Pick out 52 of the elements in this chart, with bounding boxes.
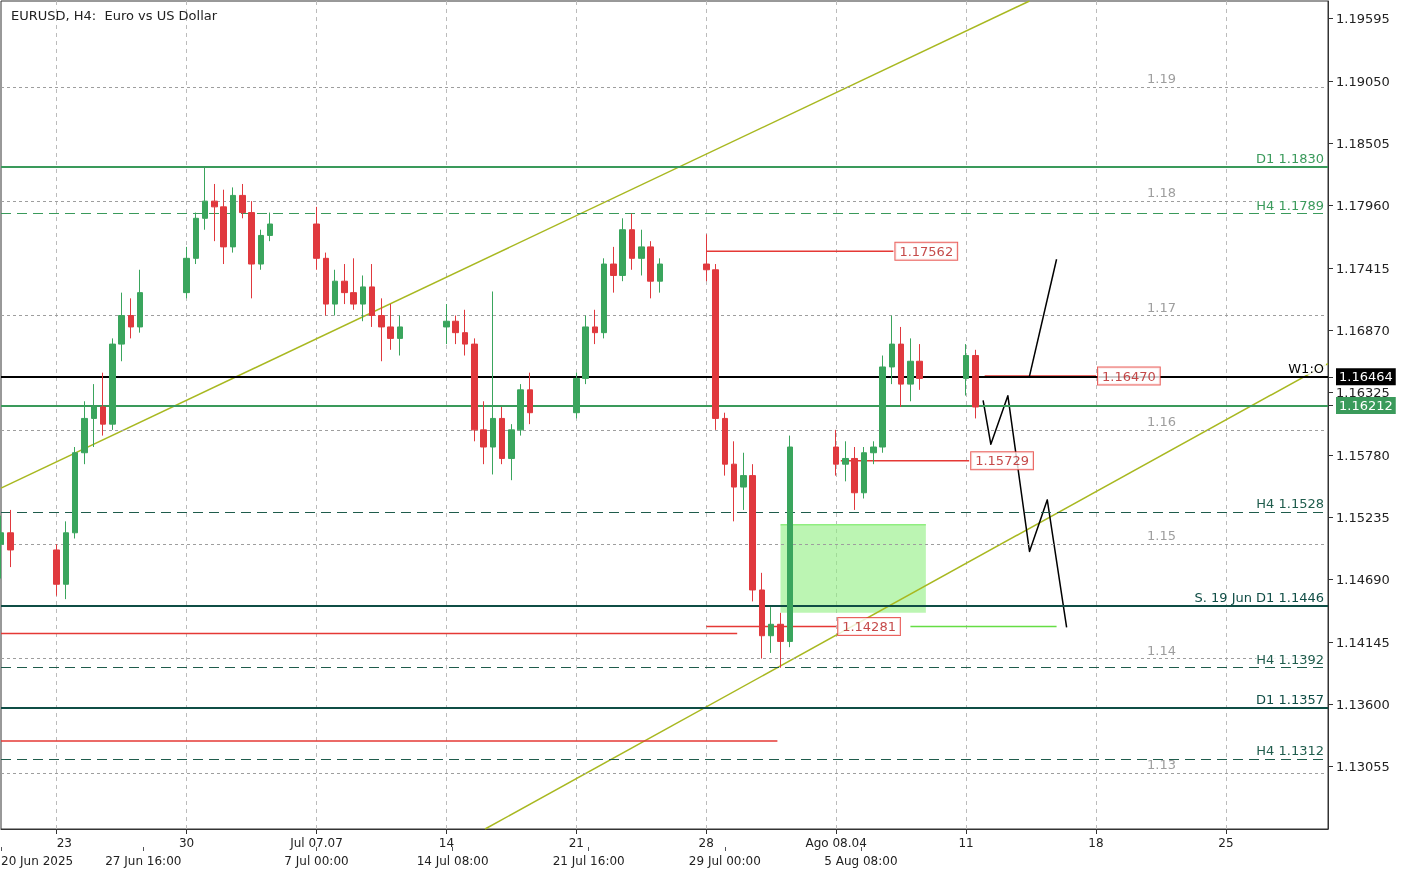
annotation: 1.14281 [842,618,896,634]
x-tick-label: 11 [958,836,974,850]
y-tick-label: 1.16870 [1336,322,1390,338]
y-tick-label: 1.14690 [1336,572,1390,588]
x-tick-label: 14 [438,836,455,850]
x-tick-label: 25 [1218,836,1234,850]
ref-line-label: W1:O [1288,360,1324,376]
y-tick-label: 1.13600 [1336,696,1390,712]
text: EURUSD, H4: Euro vs US Dollar [11,8,218,23]
ref-line-label: H4 1.1392 [1256,651,1324,667]
x-tick-label: 21 [568,836,584,850]
x2-tick-label: 21 Jul 16:00 [552,854,625,868]
ref-line-label: H4 1.1789 [1256,197,1324,213]
x-tick-label: Ago 08.04 [805,836,867,850]
x-tick-label: 23 [56,836,72,850]
ref-line-label: 1.16 [1147,413,1176,429]
annotation: 1.16470 [1102,368,1156,384]
y-tick-label: 1.13055 [1336,759,1390,775]
y-tick-label: 1.14145 [1336,634,1390,650]
ref-line-label: D1 1.1830 [1256,150,1324,166]
ref-line-label: 1.18 [1147,185,1176,201]
x-tick-label: 28 [698,836,714,850]
ref-line-label: D1 1.1357 [1256,691,1324,707]
x-tick-label: 30 [178,836,195,850]
ref-line-label: 1.13 [1147,756,1176,772]
annotation: 1.17562 [899,243,954,259]
x-tick-label: 18 [1088,836,1104,850]
y-tick-label: 1.17960 [1336,198,1390,214]
x-tick-label: Jul 07.07 [289,836,343,850]
ref-line-label: 1.17 [1147,299,1176,315]
x2-tick-label: 20 Jun 2025 [1,854,74,868]
x2-tick-label: 27 Jun 16:00 [105,854,182,868]
ref-line-label: S. 19 Jun D1 1.1446 [1194,589,1324,605]
x2-tick-label: 29 Jul 00:00 [688,854,761,868]
y-tick-label: 1.17415 [1336,260,1390,276]
ref-line-label: 1.14 [1147,642,1176,658]
x2-tick-label: 5 Aug 08:00 [824,854,898,868]
annotation: 1.15729 [975,453,1029,469]
ref-line-label: 1.15 [1147,528,1176,544]
y-tick-label: 1.18505 [1336,135,1390,151]
ref-line-label: 1.19 [1147,70,1176,86]
x2-tick-label: 7 Jul 00:00 [284,854,349,868]
y-tick-label: 1.19050 [1336,73,1390,89]
ref-line-label: H4 1.1528 [1256,496,1324,512]
y-tick-label: 1.15780 [1336,447,1390,463]
x2-tick-label: 14 Jul 08:00 [416,854,489,868]
y-tick-label: 1.16325 [1336,385,1390,401]
y-tick-label: 1.16464 [1339,369,1393,385]
ref-line-label: H4 1.1312 [1256,743,1324,759]
y-tick-label: 1.15235 [1336,509,1390,525]
y-tick-label: 1.19595 [1336,11,1390,27]
y-tick-label: 1.16212 [1339,398,1393,414]
